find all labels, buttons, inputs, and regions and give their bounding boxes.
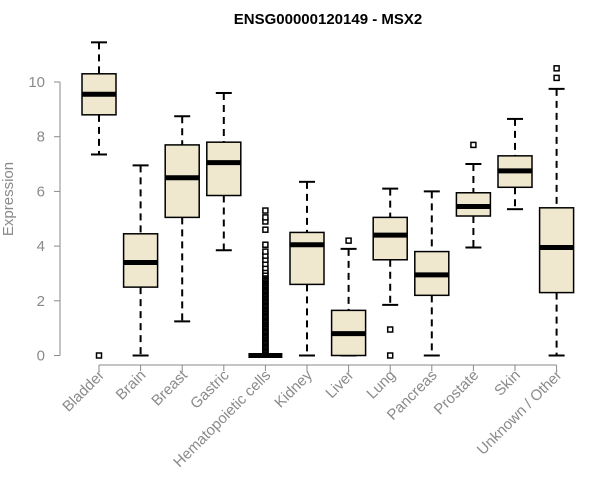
y-tick-label: 6 (37, 183, 45, 200)
outlier-point (262, 226, 269, 233)
outlier-point (386, 326, 394, 333)
box-group (122, 164, 159, 357)
y-axis-label: Expression (0, 162, 17, 236)
outlier-point (262, 207, 269, 214)
y-tick-label: 2 (37, 293, 45, 310)
y-axis: 0 2 4 6 8 10 (28, 74, 61, 365)
box-group (372, 187, 408, 359)
x-tick-label: Breast (148, 366, 191, 409)
outlier-point (95, 352, 103, 359)
outlier-point (262, 214, 269, 221)
y-tick-label: 0 (37, 348, 45, 365)
y-tick-label: 8 (37, 129, 45, 146)
box-iqr (289, 231, 325, 286)
box-iqr (164, 144, 200, 219)
box-group (414, 190, 450, 357)
box-group (497, 117, 533, 211)
x-tick-label: Brain (113, 367, 150, 404)
x-tick-label: Kidney (271, 366, 316, 411)
x-tick-label: Liver (322, 367, 357, 402)
outlier-point (553, 65, 560, 72)
x-tick-label: Skin (491, 367, 524, 400)
box-iqr (206, 141, 242, 197)
y-tick-label: 10 (28, 74, 45, 91)
box-group (81, 41, 117, 359)
x-tick-label: Prostate (431, 367, 483, 419)
x-tick-label: Bladder (59, 367, 108, 416)
box-group (164, 115, 200, 323)
box-group (289, 180, 325, 357)
y-tick-label: 4 (37, 238, 45, 255)
outlier-point (386, 352, 394, 359)
box-iqr (538, 207, 575, 294)
box-group (538, 65, 575, 357)
box-group (455, 141, 492, 249)
boxes-layer (81, 41, 575, 359)
box-group (206, 91, 242, 252)
outlier-point (262, 241, 269, 248)
outlier-point (553, 74, 560, 82)
chart-title: ENSG00000120149 - MSX2 (234, 11, 422, 28)
outlier-point (470, 141, 477, 149)
outlier-point (262, 248, 269, 255)
x-tick-label: Lung (363, 367, 399, 403)
box-group (330, 237, 367, 357)
outlier-point (345, 237, 352, 244)
box-iqr (372, 216, 408, 261)
box-group (248, 207, 283, 358)
